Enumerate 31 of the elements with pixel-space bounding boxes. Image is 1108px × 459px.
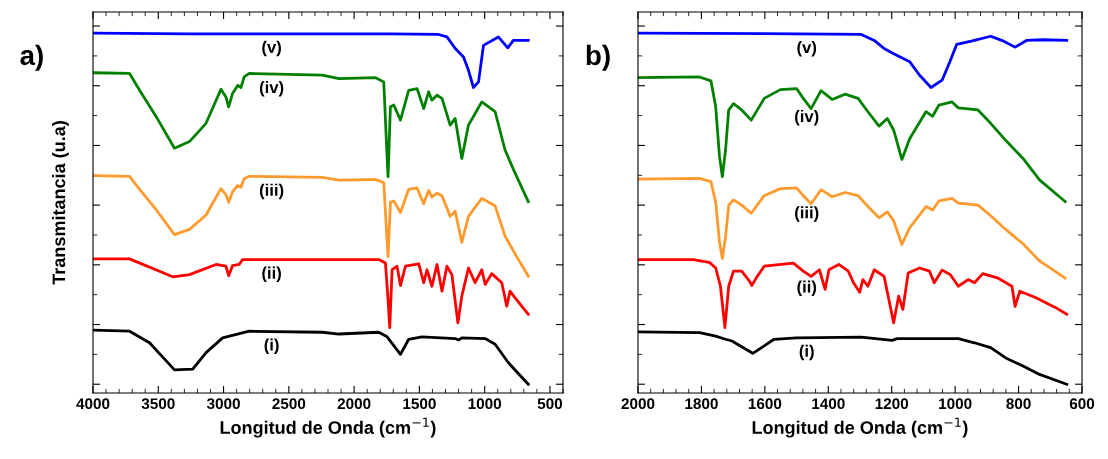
x-tick-label: 600 <box>1069 398 1095 410</box>
x-tick-label: 2000 <box>337 398 371 410</box>
x-tick-label: 1800 <box>685 398 718 410</box>
series-label: (ii) <box>262 266 281 283</box>
series-label: (iv) <box>795 109 819 126</box>
x-tick-label: 3500 <box>141 398 175 410</box>
x-tick-label: 800 <box>1006 398 1031 410</box>
x-axis-title: Longitud de Onda (cm$^{−1}$) <box>752 417 968 438</box>
x-tick-label: 2000 <box>621 398 655 410</box>
text: b) <box>586 44 610 71</box>
text: a) <box>20 44 43 71</box>
x-tick-label: 1000 <box>468 398 502 410</box>
series-label: (v) <box>262 40 281 57</box>
x-tick-label: 4000 <box>76 398 110 410</box>
series-label: (iii) <box>259 183 284 200</box>
series-label: (ii) <box>797 280 817 297</box>
x-tick-label: 2500 <box>272 398 306 410</box>
x-tick-label: 500 <box>537 398 563 410</box>
x-tick-label: 1500 <box>403 398 436 410</box>
series-label: (i) <box>264 338 279 355</box>
series-label: (i) <box>799 344 814 361</box>
x-tick-label: 1200 <box>875 398 909 410</box>
series-label: (v) <box>797 40 817 57</box>
y-axis-title: Transmitancia (u.a) <box>52 121 69 285</box>
x-tick-label: 3000 <box>206 398 240 410</box>
x-tick-label: 1400 <box>812 398 845 410</box>
series-label: (iv) <box>259 81 284 97</box>
series-label: (iii) <box>795 206 819 222</box>
x-tick-label: 1600 <box>748 398 782 410</box>
x-axis-title: Longitud de Onda (cm$^{−1}$) <box>220 417 436 438</box>
x-tick-label: 1000 <box>939 398 972 410</box>
